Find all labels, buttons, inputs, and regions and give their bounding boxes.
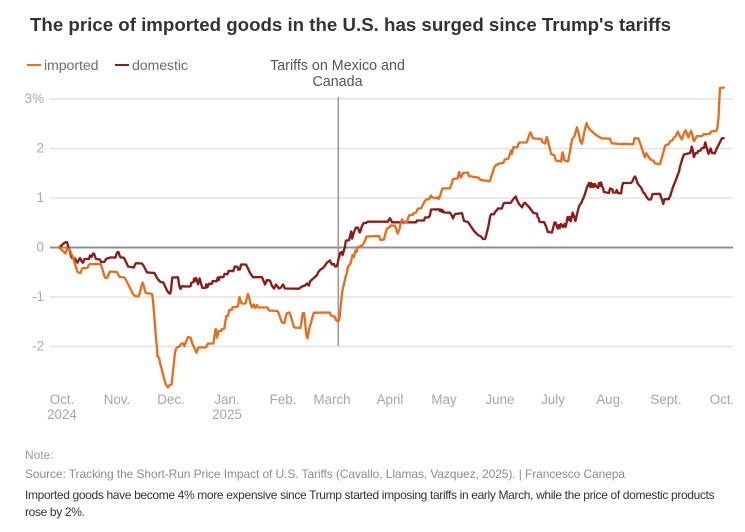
svg-text:Oct.: Oct. — [50, 392, 75, 407]
svg-text:July: July — [541, 392, 565, 407]
svg-text:-2: -2 — [32, 339, 44, 354]
svg-text:Dec.: Dec. — [157, 392, 185, 407]
svg-text:June: June — [485, 392, 514, 407]
svg-text:Jan.: Jan. — [214, 392, 239, 407]
svg-text:Feb.: Feb. — [270, 392, 297, 407]
svg-text:1: 1 — [37, 190, 44, 205]
svg-text:Nov.: Nov. — [104, 392, 131, 407]
svg-text:0: 0 — [37, 240, 44, 255]
svg-text:May: May — [431, 392, 457, 407]
svg-text:2024: 2024 — [47, 407, 77, 422]
svg-text:-1: -1 — [32, 289, 44, 304]
svg-text:April: April — [377, 392, 404, 407]
svg-text:March: March — [313, 392, 350, 407]
svg-text:3%: 3% — [25, 91, 44, 106]
svg-text:2: 2 — [37, 141, 44, 156]
svg-text:2025: 2025 — [212, 407, 242, 422]
svg-text:Oct.: Oct. — [710, 392, 735, 407]
svg-text:Aug.: Aug. — [596, 392, 624, 407]
svg-text:Sept.: Sept. — [650, 392, 681, 407]
